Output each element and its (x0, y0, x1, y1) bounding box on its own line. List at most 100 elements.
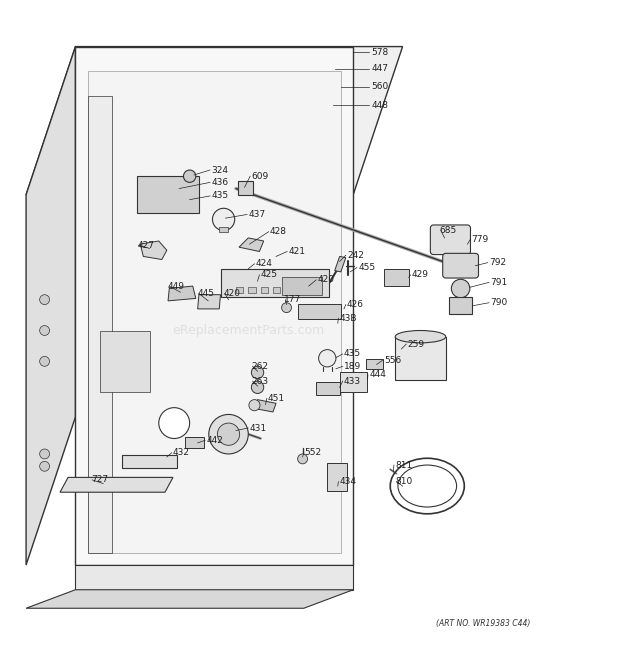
Circle shape (249, 400, 260, 410)
Text: 420: 420 (317, 276, 334, 284)
Text: 425: 425 (260, 270, 278, 280)
Text: 445: 445 (198, 289, 215, 298)
Circle shape (218, 423, 240, 446)
Bar (285, 288, 293, 293)
Text: 432: 432 (173, 448, 190, 457)
Circle shape (251, 366, 264, 379)
Circle shape (40, 356, 50, 366)
Text: 451: 451 (268, 394, 285, 403)
Bar (340, 372, 368, 392)
Bar (219, 227, 228, 232)
Text: 420: 420 (224, 289, 241, 298)
Bar (185, 437, 204, 447)
Polygon shape (26, 46, 402, 195)
Text: 189: 189 (344, 362, 361, 371)
Text: 428: 428 (270, 227, 287, 236)
Circle shape (298, 454, 308, 464)
Text: 685: 685 (440, 226, 457, 235)
Polygon shape (168, 286, 196, 301)
Bar (236, 288, 243, 293)
Circle shape (251, 381, 264, 393)
Bar (298, 288, 305, 293)
Polygon shape (449, 297, 472, 315)
Bar (327, 463, 347, 491)
Polygon shape (76, 46, 353, 565)
Text: 791: 791 (490, 278, 508, 287)
Text: 609: 609 (251, 172, 268, 180)
Polygon shape (88, 71, 341, 553)
Text: 811: 811 (395, 461, 412, 469)
Text: 552: 552 (304, 448, 321, 457)
Circle shape (40, 326, 50, 335)
Text: 429: 429 (412, 270, 429, 280)
Bar (260, 288, 268, 293)
Text: 444: 444 (370, 370, 386, 379)
Text: 792: 792 (489, 258, 506, 267)
Circle shape (209, 414, 248, 454)
Text: 263: 263 (251, 377, 268, 385)
Text: 448: 448 (372, 100, 389, 110)
Circle shape (184, 170, 196, 182)
Text: 259: 259 (407, 340, 425, 348)
Text: 437: 437 (248, 210, 265, 219)
Text: 434: 434 (340, 477, 356, 486)
Circle shape (451, 279, 470, 298)
Text: 324: 324 (211, 165, 228, 175)
Text: 433: 433 (344, 377, 361, 385)
Polygon shape (335, 256, 346, 272)
Circle shape (40, 461, 50, 471)
Text: 455: 455 (358, 263, 375, 272)
Text: 449: 449 (168, 282, 185, 291)
Circle shape (159, 408, 190, 438)
Circle shape (40, 449, 50, 459)
Text: 790: 790 (490, 298, 508, 307)
Bar (384, 269, 409, 286)
Circle shape (40, 295, 50, 305)
Bar (248, 288, 255, 293)
Polygon shape (221, 269, 329, 297)
Text: 242: 242 (347, 251, 364, 260)
Bar (273, 288, 280, 293)
FancyBboxPatch shape (443, 253, 479, 278)
Text: 421: 421 (288, 247, 306, 256)
Text: 810: 810 (395, 477, 412, 486)
Polygon shape (137, 176, 199, 214)
Bar (282, 278, 322, 295)
Text: eReplacementParts.com: eReplacementParts.com (172, 324, 324, 337)
Text: 442: 442 (206, 436, 223, 445)
Text: 578: 578 (372, 48, 389, 57)
Text: 436: 436 (211, 178, 228, 187)
Text: 727: 727 (91, 475, 108, 485)
Text: 435: 435 (211, 192, 228, 200)
Text: 447: 447 (372, 64, 389, 73)
Circle shape (319, 350, 336, 367)
Polygon shape (395, 336, 446, 380)
Polygon shape (88, 96, 112, 553)
Text: 779: 779 (472, 235, 489, 244)
Polygon shape (100, 330, 149, 392)
Polygon shape (26, 590, 353, 608)
Bar (238, 181, 253, 195)
Text: 177: 177 (284, 295, 301, 304)
Text: 424: 424 (255, 259, 273, 268)
Text: 426: 426 (347, 300, 364, 309)
Bar (366, 359, 383, 369)
Text: 427: 427 (137, 241, 154, 250)
Text: 556: 556 (384, 356, 401, 365)
Circle shape (281, 303, 291, 313)
Polygon shape (76, 565, 353, 590)
Circle shape (213, 208, 235, 231)
Ellipse shape (395, 330, 446, 343)
Polygon shape (60, 477, 173, 492)
Polygon shape (140, 241, 167, 260)
Text: 43B: 43B (340, 314, 357, 323)
Text: 431: 431 (249, 424, 267, 432)
Text: 435: 435 (344, 350, 361, 358)
Text: 262: 262 (251, 362, 268, 371)
Text: (ART NO. WR19383 C44): (ART NO. WR19383 C44) (436, 619, 530, 628)
Bar (298, 304, 341, 319)
Polygon shape (239, 238, 264, 251)
Polygon shape (26, 46, 76, 565)
Polygon shape (198, 295, 221, 309)
Polygon shape (122, 455, 177, 467)
